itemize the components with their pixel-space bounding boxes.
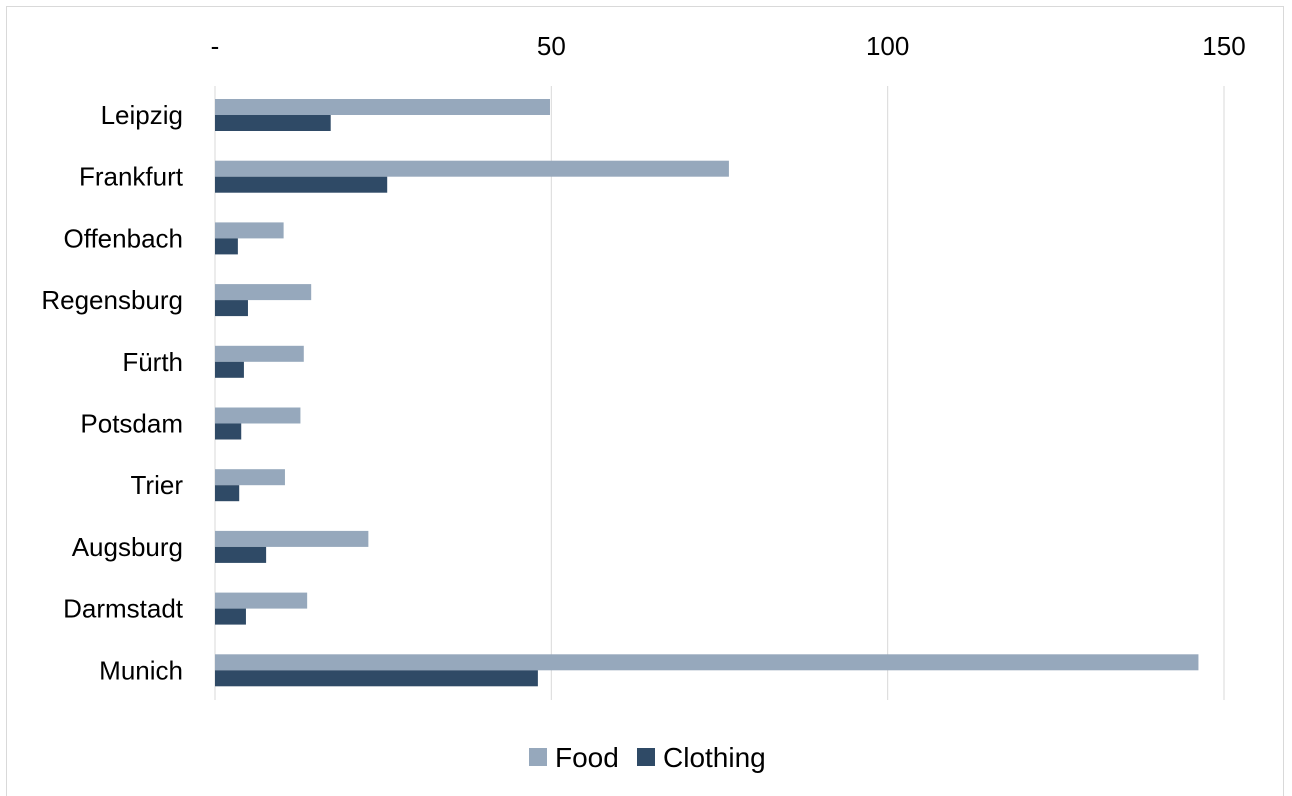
bar-food-frankfurt: [215, 160, 729, 177]
category-label-regensburg: Regensburg: [41, 285, 183, 315]
bars: [215, 99, 1199, 687]
bar-clothing-darmstadt: [215, 608, 246, 625]
x-axis-ticks: - 50 100 150: [211, 31, 1246, 61]
legend-label-clothing: Clothing: [663, 742, 766, 773]
bar-food-potsdam: [215, 407, 301, 424]
bar-clothing-offenbach: [215, 238, 238, 255]
legend-swatch-food: [529, 748, 547, 766]
bar-food-offenbach: [215, 222, 284, 239]
category-label-darmstadt: Darmstadt: [63, 594, 184, 624]
category-label-potsdam: Potsdam: [80, 409, 183, 439]
bar-food-augsburg: [215, 530, 369, 547]
x-tick-label: 150: [1202, 31, 1245, 61]
bar-food-regensburg: [215, 284, 312, 301]
bar-clothing-munich: [215, 670, 538, 687]
bar-clothing-leipzig: [215, 115, 331, 131]
x-tick-label: 50: [537, 31, 566, 61]
bar-clothing-trier: [215, 485, 240, 502]
bar-food-leipzig: [215, 99, 550, 115]
category-label-frankfurt: Frankfurt: [79, 162, 184, 192]
bar-food-trier: [215, 469, 285, 486]
category-label-augsburg: Augsburg: [72, 532, 183, 562]
bar-clothing-augsburg: [215, 546, 267, 563]
bar-food-darmstadt: [215, 592, 308, 609]
category-label-trier: Trier: [131, 470, 184, 500]
bar-clothing-frankfurt: [215, 176, 388, 193]
legend: Food Clothing: [529, 742, 766, 773]
bar-food-munich: [215, 654, 1199, 671]
category-label-leipzig: Leipzig: [101, 100, 183, 130]
x-tick-label: -: [211, 31, 220, 61]
bar-clothing-furth: [215, 361, 244, 378]
legend-swatch-clothing: [637, 748, 655, 766]
category-labels: Leipzig Frankfurt Offenbach Regensburg Fürth…: [41, 100, 183, 685]
bar-food-furth: [215, 345, 304, 362]
category-label-munich: Munich: [99, 655, 183, 685]
category-label-furth: Fürth: [122, 347, 183, 377]
legend-label-food: Food: [555, 742, 619, 773]
x-tick-label: 100: [866, 31, 909, 61]
category-label-offenbach: Offenbach: [63, 223, 183, 253]
bar-clothing-regensburg: [215, 300, 248, 317]
bar-clothing-potsdam: [215, 423, 242, 440]
